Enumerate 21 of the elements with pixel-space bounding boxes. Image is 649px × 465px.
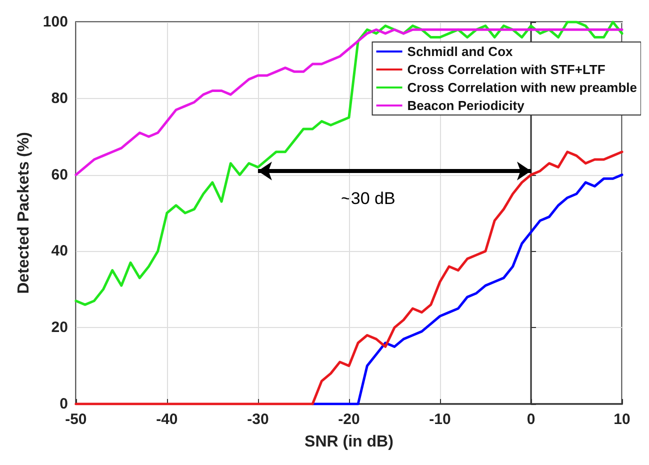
x-tick-label: -40 — [156, 411, 178, 428]
legend-label: Cross Correlation with new preamble — [407, 80, 638, 95]
legend-label: Cross Correlation with STF+LTF — [407, 62, 606, 77]
y-tick-label: 80 — [51, 90, 68, 107]
x-tick-label: -50 — [65, 411, 87, 428]
x-tick-label: 10 — [614, 411, 630, 428]
legend-label: Beacon Periodicity — [407, 98, 526, 113]
x-axis-title: SNR (in dB) — [304, 434, 394, 450]
y-axis-title: Detected Packets (%) — [16, 132, 32, 294]
y-tick-label: 40 — [51, 242, 68, 260]
y-tick-label: 20 — [51, 319, 68, 336]
y-tick-label: 0 — [60, 396, 68, 412]
line-series — [311, 174, 624, 406]
x-tick-label: -30 — [247, 411, 269, 428]
y-tick-label: 100 — [42, 14, 68, 30]
legend-label: Schmidl and Cox — [407, 44, 514, 59]
annotation: ~30 dB — [341, 189, 396, 208]
y-tick-label: 60 — [51, 166, 68, 184]
x-tick-label: 0 — [526, 411, 536, 428]
x-tick-label: -10 — [429, 411, 451, 428]
x-tick-label: -20 — [338, 411, 360, 428]
